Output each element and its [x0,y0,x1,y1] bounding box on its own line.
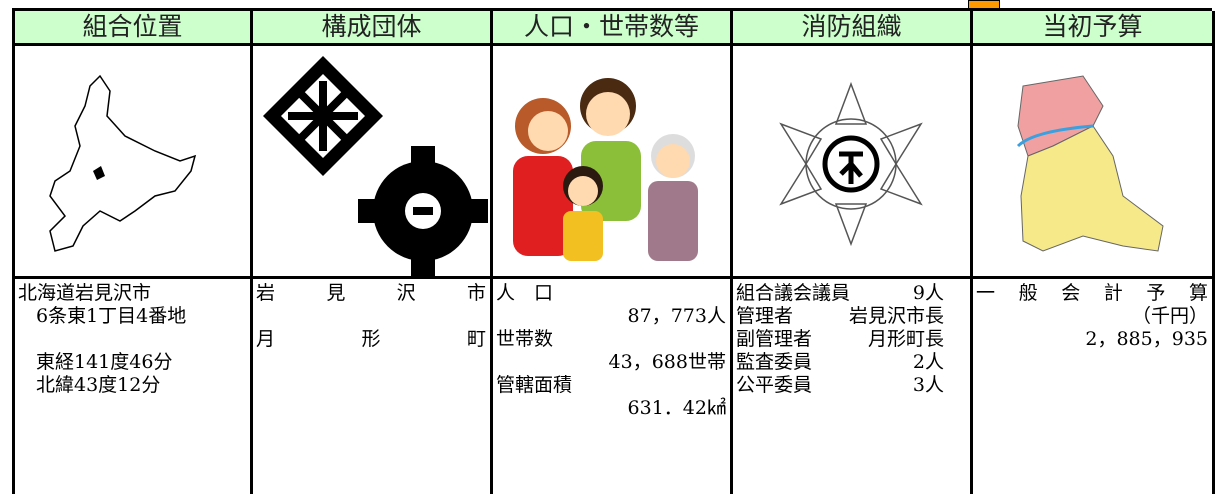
text: 2人 [912,351,944,373]
text: 岩見沢市長 [848,305,944,327]
image-cell [733,46,970,279]
text: 公平委員 [736,374,813,396]
cell: 岩見沢市 月形町 [253,279,490,351]
text: 世帯数 [496,328,554,350]
image-cell [15,46,250,279]
header: 組合位置 [15,11,250,46]
column: 当初予算 一般会計予算 （千円） 2，885，935 [973,11,1215,494]
text: 組合議会議員 [736,282,851,304]
cell: 一般会計予算 （千円） 2，885，935 [973,279,1212,351]
text: 北海道岩見沢市 [18,282,152,304]
text: 人 口 [496,282,554,304]
family-illustration [513,78,698,261]
header: 当初予算 [973,11,1212,46]
text: 岩見沢市 [256,282,486,304]
header: 人口・世帯数等 [493,11,730,46]
text: 一般会計予算 [976,282,1208,304]
row: 組合議会議員 9人 [736,282,966,305]
cell: 北海道岩見沢市 6条東1丁目4番地 東経141度46分 北緯43度12分 [15,279,250,397]
image-cell [973,46,1212,279]
text: 631．42㎢ [627,397,726,419]
column: 構成団体 岩見沢市 月形町 [253,11,493,494]
image-cell [253,46,490,279]
hokkaido-map [49,74,197,252]
column: 組合位置 北海道岩見沢市 6条東1丁目4番地 東経141度46分 北緯43度12… [15,11,253,494]
area-map [1016,75,1164,252]
text: 3人 [912,374,944,396]
header: 構成団体 [253,11,490,46]
text: 管轄面積 [496,374,573,396]
text: 43，688世帯 [608,351,726,373]
text: 2，885，935 [1085,328,1208,350]
image-cell [493,46,730,279]
cell: 人 口 87，773人 世帯数 43，688世帯 管轄面積 631．42㎢ [493,279,730,420]
cell: 組合議会議員 9人管理者 岩見沢市長副管理者 月形町長監査委員 2人公平委員 3人 [733,279,970,397]
text: 監査委員 [736,351,813,373]
text: 北緯43度12分 [36,374,161,396]
row: 管理者 岩見沢市長 [736,305,966,328]
info-table: 組合位置 北海道岩見沢市 6条東1丁目4番地 東経141度46分 北緯43度12… [12,8,1215,494]
column: 消防組織 組合議会議員 9人管理者 岩見沢市長副管理者 月形町長監査委員 2人公平委員 3… [733,11,973,494]
column: 人口・世帯数等 人 口 87，773人 世帯数 43，688世帯 管轄面積 63… [493,11,733,494]
text: 87，773人 [627,305,726,327]
emblems [263,56,488,276]
text: 月形町 [256,328,486,350]
row: 公平委員 3人 [736,374,966,397]
row: 監査委員 2人 [736,351,966,374]
text: 管理者 [736,305,794,327]
text: （千円） [1131,305,1208,327]
row: 副管理者 月形町長 [736,328,966,351]
fire-emblem [779,81,923,247]
text: 6条東1丁目4番地 [36,305,187,327]
text: 9人 [912,282,944,304]
text: 月形町長 [867,328,944,350]
header: 消防組織 [733,11,970,46]
text: 副管理者 [736,328,813,350]
text: 東経141度46分 [36,351,173,373]
